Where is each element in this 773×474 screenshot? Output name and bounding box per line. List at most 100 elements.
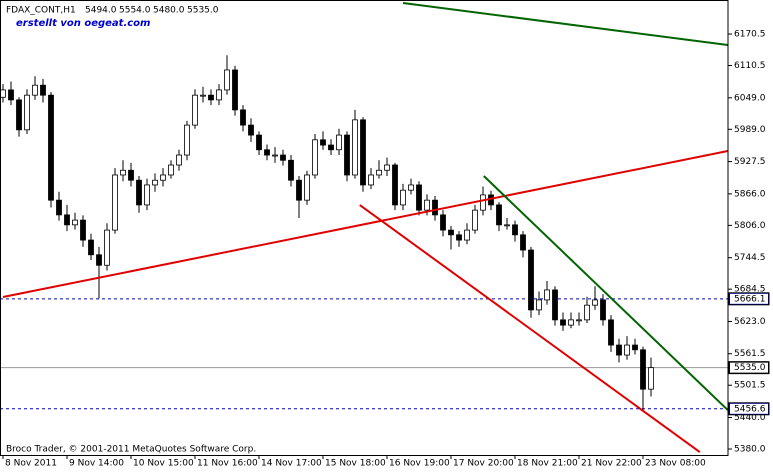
candle-body [472, 209, 478, 231]
candle-body [528, 249, 534, 311]
ohlc-value: 5554.0 [119, 6, 151, 16]
x-tick-label: 16 Nov 19:00 [389, 459, 450, 469]
candle-body [568, 319, 574, 326]
candle-body [0, 89, 6, 98]
candle-body [576, 319, 582, 322]
candle-body [648, 367, 654, 390]
candle-body [608, 319, 614, 346]
candle-body [80, 219, 86, 241]
candle-body [200, 94, 206, 97]
y-tick-label: 5989.0 [734, 125, 766, 135]
candle-body [272, 154, 278, 157]
ohlc-value: 5535.0 [187, 6, 219, 16]
candle-body [112, 174, 118, 231]
candle-body [440, 214, 446, 231]
candle-body [104, 229, 110, 266]
candle-body [632, 344, 638, 351]
candle-body [208, 94, 214, 101]
y-tick-label: 5866.0 [734, 189, 766, 199]
y-tick-label: 5927.5 [734, 157, 766, 167]
candle-body [160, 174, 166, 181]
y-tick-label: 5561.5 [734, 349, 766, 359]
candle-body [352, 119, 358, 176]
candle-body [376, 169, 382, 176]
x-tick-label: 18 Nov 21:00 [517, 459, 578, 469]
candle-body [216, 89, 222, 101]
candle-body [136, 179, 142, 206]
trendline [359, 204, 701, 453]
candle-body [432, 199, 438, 216]
candle-body [232, 69, 238, 111]
y-tick-label: 6049.0 [734, 93, 766, 103]
candle-body [240, 109, 246, 126]
candle-body [496, 204, 502, 226]
x-tick-label: 23 Nov 08:00 [645, 459, 706, 469]
candle-body [40, 84, 46, 96]
y-tick-label: 5806.0 [734, 221, 766, 231]
y-tick-label: 5623.0 [734, 317, 766, 327]
x-tick-label: 9 Nov 14:00 [69, 459, 124, 469]
candle-body [64, 214, 70, 226]
candle-body [256, 134, 262, 151]
candle-body [416, 184, 422, 211]
candle-body [504, 224, 510, 227]
candle-body [448, 229, 454, 236]
trendline [2, 150, 728, 299]
x-tick-label: 8 Nov 2011 [5, 459, 57, 469]
price-tag-inner [730, 403, 768, 414]
x-tick-label: 14 Nov 17:00 [261, 459, 322, 469]
chart-title: FDAX_CONT,H1 [6, 6, 76, 16]
y-tick-label: 6170.5 [734, 30, 766, 40]
candle-body [480, 194, 486, 211]
candle-body [8, 89, 14, 101]
candle-body [592, 299, 598, 306]
ohlc-value: 5494.0 [85, 6, 117, 16]
candle-body [552, 289, 558, 321]
trendline [402, 2, 728, 46]
candle-body [280, 154, 286, 161]
candle-body [152, 179, 158, 186]
x-tick-label: 11 Nov 16:00 [197, 459, 258, 469]
candle-body [96, 254, 102, 266]
plot-frame [0, 0, 729, 456]
candle-body [56, 199, 62, 216]
price-tag-label: 5666.1 [734, 294, 766, 304]
y-tick-label: 6110.5 [734, 61, 766, 71]
subtitle: erstellt von oegeat.com [16, 18, 150, 29]
candle-body [336, 134, 342, 151]
candle-body [424, 199, 430, 211]
price-tag-label: 5535.0 [734, 363, 766, 373]
candle-body [464, 229, 470, 241]
candle-body [520, 234, 526, 251]
footer: Broco Trader, © 2001-2011 MetaQuotes Sof… [6, 445, 256, 455]
candle-body [600, 299, 606, 321]
candle-body [24, 94, 30, 131]
candle-body [368, 174, 374, 186]
price-tag-inner [730, 293, 768, 304]
candle-body [312, 139, 318, 176]
candle-body [72, 219, 78, 226]
candle-body [392, 164, 398, 206]
candle-body [224, 69, 230, 91]
candle-body [384, 164, 390, 171]
ohlc-value: 5480.0 [153, 6, 185, 16]
candle-body [32, 84, 38, 96]
candle-body [544, 289, 550, 301]
price-tag-label: 5456.6 [734, 404, 766, 414]
candle-body [184, 124, 190, 156]
trendline [483, 175, 729, 411]
candle-body [456, 234, 462, 241]
candle-body [264, 149, 270, 156]
x-tick-label: 15 Nov 18:00 [325, 459, 386, 469]
candle-body [296, 179, 302, 201]
candle-body [624, 344, 630, 356]
candle-body [640, 349, 646, 390]
candle-body [536, 299, 542, 311]
candle-body [344, 134, 350, 176]
candle-body [176, 154, 182, 166]
candle-body [304, 174, 310, 201]
y-tick-label: 5744.5 [734, 253, 766, 263]
candle-body [48, 94, 54, 201]
candle-body [320, 139, 326, 146]
